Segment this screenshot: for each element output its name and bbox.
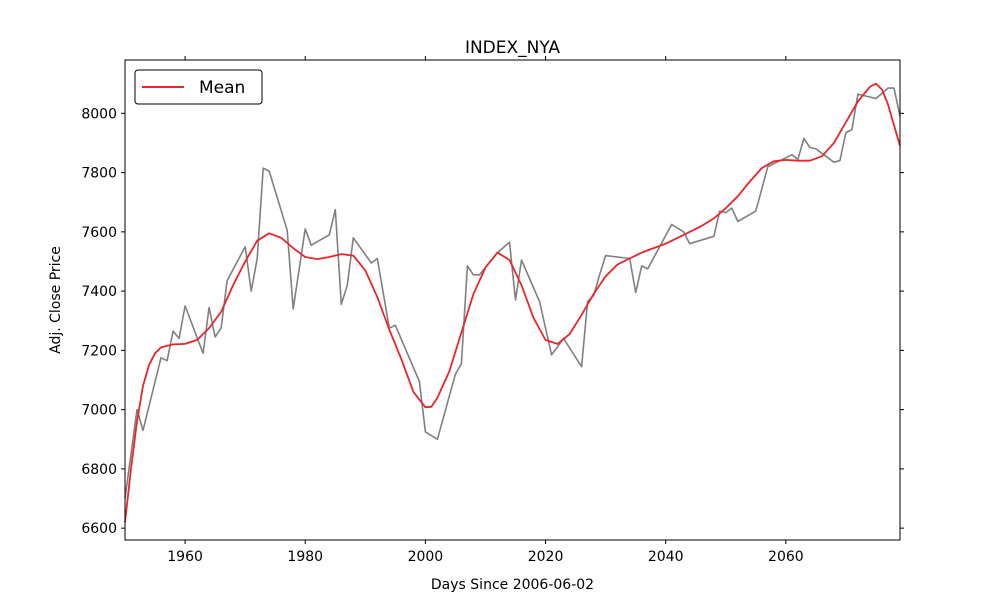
legend-frame <box>134 69 263 105</box>
x-tick-label: 1980 <box>287 549 323 565</box>
y-tick-label: 7400 <box>81 284 117 300</box>
y-tick-label: 7600 <box>81 225 117 241</box>
y-tick-label: 6800 <box>81 462 117 478</box>
legend-label-mean: Mean <box>199 78 245 98</box>
x-tick-label: 2040 <box>648 549 684 565</box>
x-tick-label: 2020 <box>528 549 564 565</box>
ticks-layer: 1960 1980 2000 2020 2040 2060 6600 6800 7000 7200… <box>81 56 904 565</box>
y-tick-label: 8000 <box>81 106 117 122</box>
x-tick-label: 2000 <box>408 549 444 565</box>
x-tick-label: 1960 <box>167 549 203 565</box>
y-tick-label: 7000 <box>81 403 117 419</box>
series-line-mean <box>124 82 901 523</box>
series-layer <box>124 82 901 523</box>
y-tick-label: 7200 <box>81 343 117 359</box>
y-axis-label: Adj. Close Price <box>48 246 64 354</box>
y-tick-label: 7800 <box>81 166 117 182</box>
series-line-price <box>124 87 901 499</box>
legend: Mean <box>134 69 263 105</box>
x-tick-label: 2060 <box>768 549 804 565</box>
y-tick-label: 6600 <box>81 521 117 537</box>
chart-title: INDEX_NYA <box>465 38 560 58</box>
plot-frame <box>124 59 901 541</box>
x-axis-label: Days Since 2006-06-02 <box>431 577 594 593</box>
